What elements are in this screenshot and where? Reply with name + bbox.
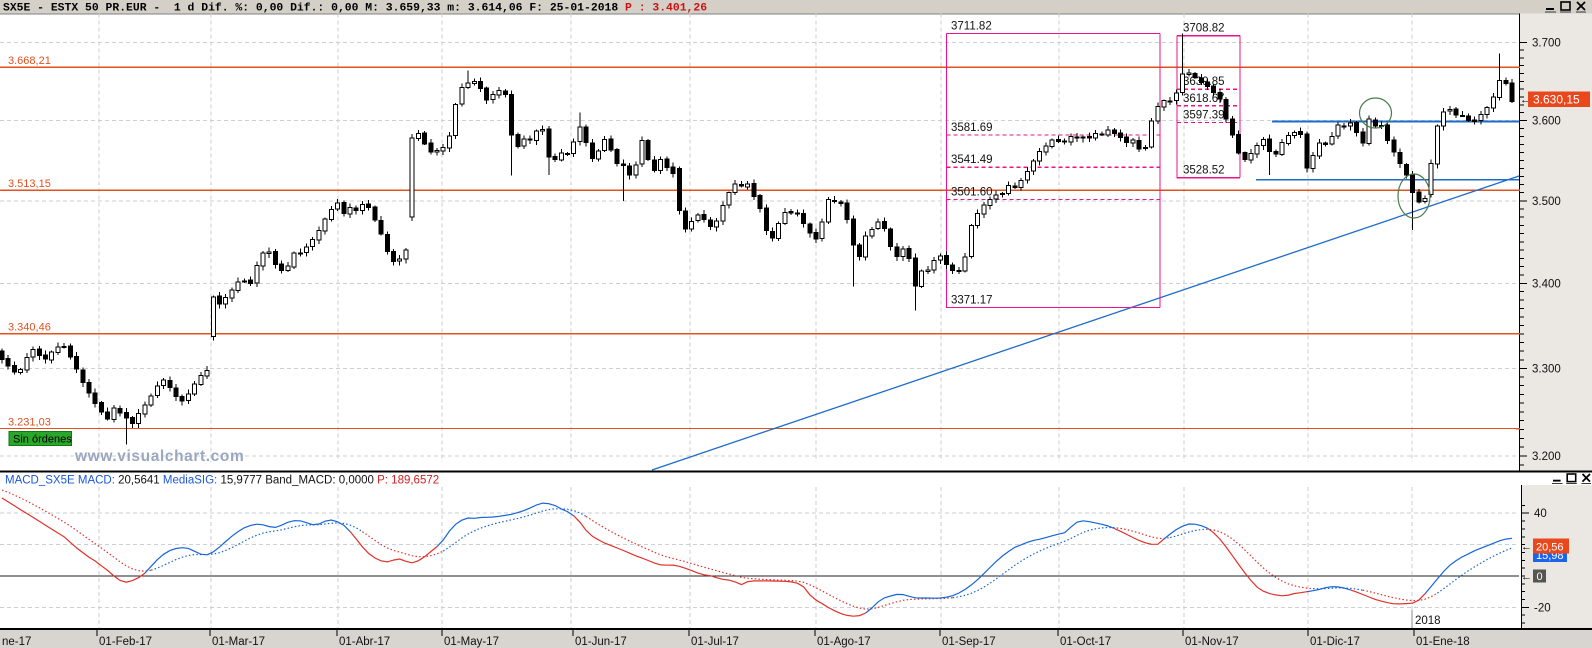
svg-text:3.700: 3.700 [1532,38,1561,50]
svg-text:01-May-17: 01-May-17 [444,636,499,648]
svg-text:01-Dic-17: 01-Dic-17 [1310,636,1360,648]
svg-text:3597.39: 3597.39 [1183,110,1225,122]
svg-text:MACD_SX5E MACD: 20,5641 Medi: MACD_SX5E MACD: 20,5641 MediaSIG: 15,977… [5,475,439,487]
svg-text:3581.69: 3581.69 [951,122,993,134]
svg-text:3.400: 3.400 [1532,278,1561,290]
svg-text:SX5E - ESTX 50 PR.EUR - 1 d D: SX5E - ESTX 50 PR.EUR - 1 d Dif. %: 0,00… [3,3,707,15]
svg-text:3371.17: 3371.17 [951,295,993,307]
svg-text:0: 0 [1537,571,1543,583]
svg-text:3541.49: 3541.49 [951,154,993,166]
svg-text:01-Oct-17: 01-Oct-17 [1060,636,1111,648]
svg-text:3.513,15: 3.513,15 [8,178,51,190]
svg-text:www.visualchart.com: www.visualchart.com [74,448,244,465]
svg-text:01-Ene-18: 01-Ene-18 [1416,636,1470,648]
svg-text:3.630,15: 3.630,15 [1533,93,1580,107]
svg-text:3.231,03: 3.231,03 [8,417,51,429]
svg-text:01-Ago-17: 01-Ago-17 [817,636,871,648]
svg-text:01-Abr-17: 01-Abr-17 [339,636,390,648]
svg-text:3.300: 3.300 [1532,363,1561,375]
svg-text:3.200: 3.200 [1532,451,1561,463]
svg-text:3711.82: 3711.82 [951,20,992,32]
svg-text:3501.60: 3501.60 [951,187,993,199]
svg-text:01-Jun-17: 01-Jun-17 [575,636,627,648]
svg-text:01-Nov-17: 01-Nov-17 [1185,636,1239,648]
svg-text:40: 40 [1534,508,1547,520]
svg-text:20,56: 20,56 [1536,542,1564,554]
svg-text:←: ← [1521,571,1532,583]
svg-text:01-Jul-17: 01-Jul-17 [691,636,739,648]
svg-text:Sin órdenes: Sin órdenes [13,434,72,446]
svg-text:3.668,21: 3.668,21 [8,55,51,67]
svg-text:-20: -20 [1534,602,1551,614]
svg-text:3.340,46: 3.340,46 [8,322,51,334]
svg-text:←: ← [1520,94,1531,106]
svg-text:3.600: 3.600 [1532,116,1561,128]
svg-text:2018: 2018 [1415,615,1441,627]
svg-text:01-Mar-17: 01-Mar-17 [212,636,265,648]
svg-text:3528.52: 3528.52 [1183,165,1225,177]
svg-text:3.500: 3.500 [1532,196,1561,208]
svg-text:01-Sep-17: 01-Sep-17 [942,636,996,648]
svg-text:01-Feb-17: 01-Feb-17 [99,636,152,648]
svg-text:3708.82: 3708.82 [1183,23,1225,35]
svg-text:←: ← [1521,541,1532,553]
svg-text:ne-17: ne-17 [2,636,31,648]
